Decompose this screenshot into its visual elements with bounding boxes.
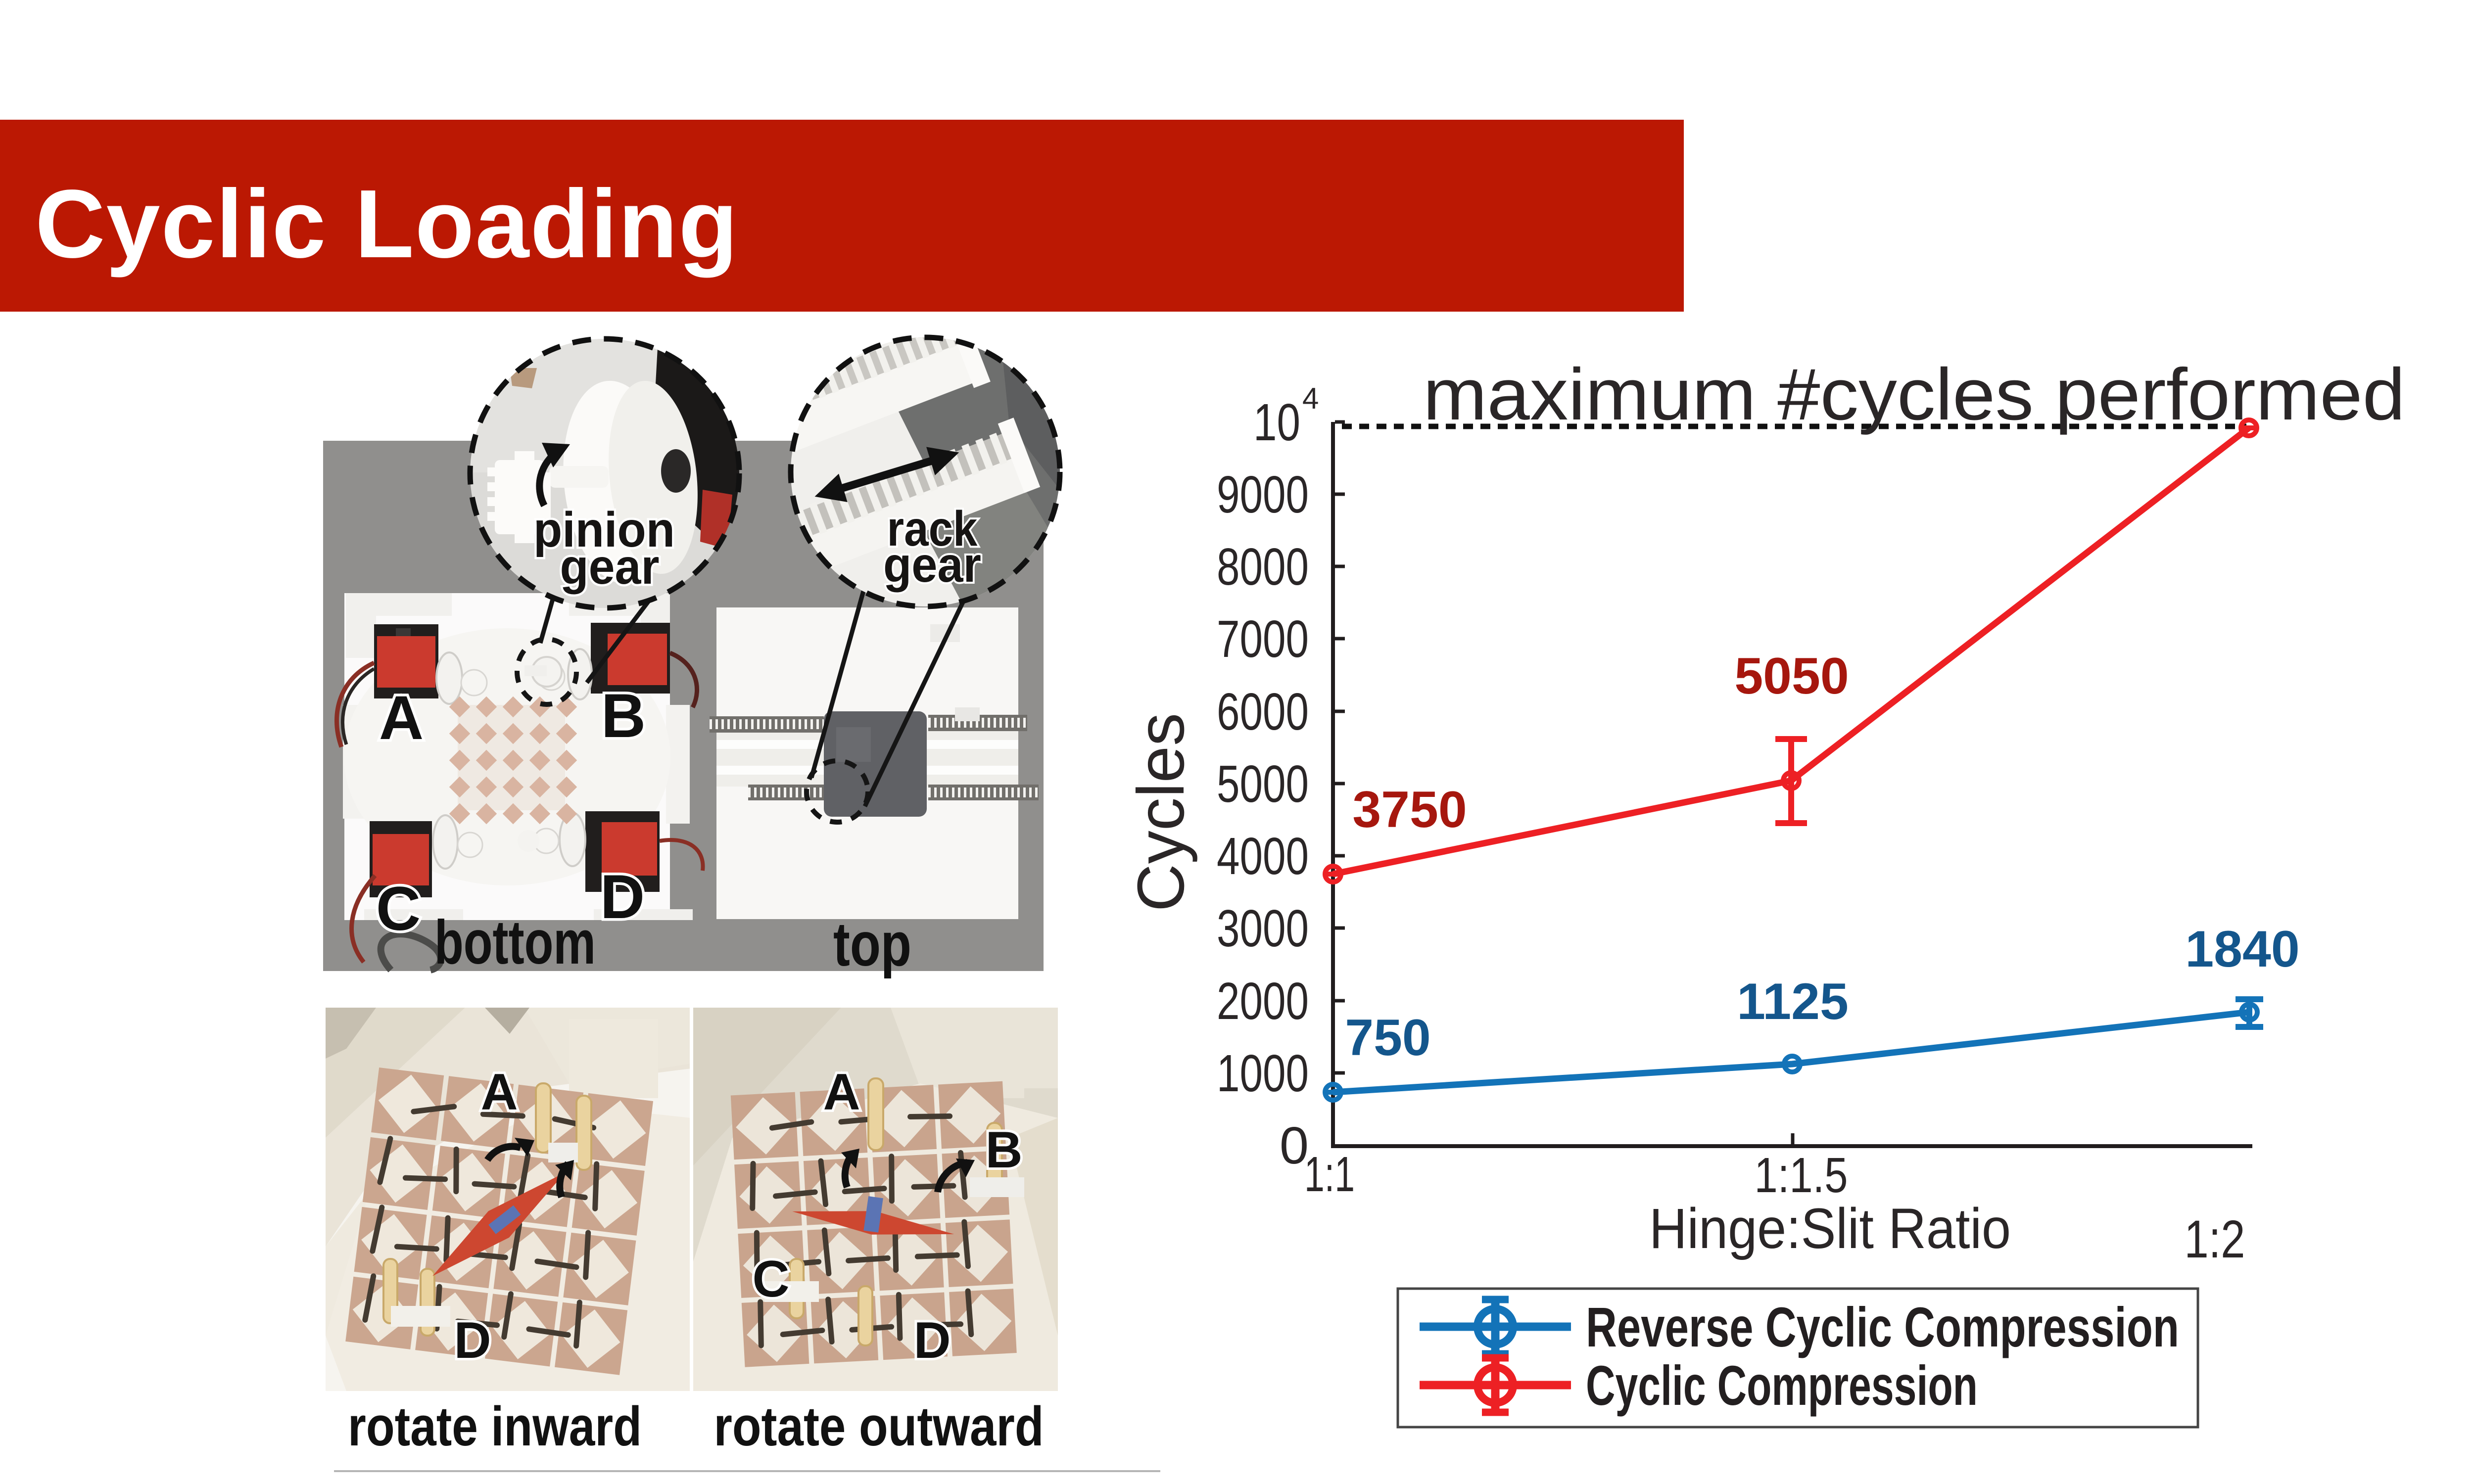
svg-text:B: B bbox=[601, 682, 646, 750]
svg-text:1:1: 1:1 bbox=[1304, 1147, 1355, 1202]
svg-text:7000: 7000 bbox=[1217, 610, 1309, 668]
svg-text:1000: 1000 bbox=[1217, 1044, 1309, 1103]
svg-text:0: 0 bbox=[1280, 1116, 1309, 1175]
svg-text:2000: 2000 bbox=[1217, 972, 1309, 1030]
svg-text:rotate inward: rotate inward bbox=[348, 1395, 642, 1457]
svg-text:10: 10 bbox=[1253, 393, 1300, 452]
svg-text:top: top bbox=[833, 910, 911, 979]
svg-text:4000: 4000 bbox=[1217, 827, 1309, 885]
svg-text:B: B bbox=[985, 1121, 1022, 1179]
svg-text:Cyclic Loading: Cyclic Loading bbox=[35, 170, 739, 278]
svg-text:3000: 3000 bbox=[1217, 899, 1309, 958]
svg-text:A: A bbox=[480, 1064, 518, 1121]
svg-text:Reverse Cyclic Compression: Reverse Cyclic Compression bbox=[1586, 1296, 2179, 1358]
svg-text:A: A bbox=[823, 1064, 860, 1121]
svg-text:4: 4 bbox=[1302, 382, 1319, 415]
svg-text:9000: 9000 bbox=[1217, 465, 1309, 524]
svg-text:6000: 6000 bbox=[1217, 683, 1309, 741]
svg-text:rotate outward: rotate outward bbox=[714, 1395, 1044, 1457]
svg-text:gear: gear bbox=[560, 539, 660, 595]
svg-text:Hinge:Slit Ratio: Hinge:Slit Ratio bbox=[1649, 1197, 2011, 1260]
svg-text:1125: 1125 bbox=[1737, 973, 1849, 1030]
svg-text:1840: 1840 bbox=[2185, 921, 2299, 978]
svg-text:gear: gear bbox=[883, 537, 981, 593]
svg-text:D: D bbox=[454, 1312, 491, 1369]
svg-text:A: A bbox=[379, 684, 424, 752]
svg-text:D: D bbox=[913, 1312, 951, 1369]
svg-text:Cyclic Compression: Cyclic Compression bbox=[1586, 1354, 1978, 1417]
svg-text:pinion: pinion bbox=[533, 502, 675, 557]
svg-text:1:2: 1:2 bbox=[2185, 1209, 2245, 1269]
svg-text:D: D bbox=[600, 863, 645, 931]
svg-text:bottom: bottom bbox=[434, 908, 596, 977]
svg-text:5000: 5000 bbox=[1217, 755, 1309, 813]
svg-text:1:1.5: 1:1.5 bbox=[1755, 1148, 1848, 1203]
svg-text:Cycles: Cycles bbox=[1124, 713, 1198, 912]
svg-text:5050: 5050 bbox=[1734, 648, 1849, 705]
svg-text:8000: 8000 bbox=[1217, 538, 1309, 596]
svg-text:rack: rack bbox=[887, 501, 978, 556]
svg-text:750: 750 bbox=[1345, 1009, 1431, 1067]
svg-text:C: C bbox=[752, 1251, 789, 1308]
svg-text:3750: 3750 bbox=[1352, 781, 1467, 838]
svg-text:C: C bbox=[376, 875, 421, 943]
